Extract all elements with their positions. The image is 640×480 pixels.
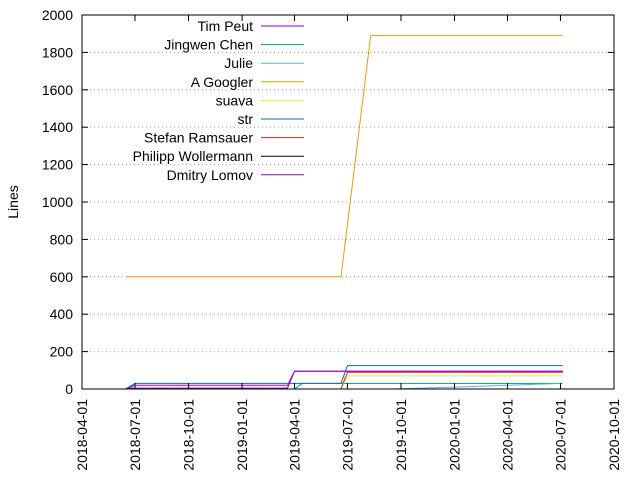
y-tick-label: 2000	[42, 7, 73, 23]
x-tick-label: 2019-01-01	[234, 399, 250, 471]
x-tick-label: 2019-10-01	[393, 399, 409, 471]
y-tick-label: 800	[50, 231, 74, 247]
axis-ticks: 0 200 400 600 800 1000 1200 1400 1600 1800 2000 201…	[42, 7, 622, 471]
legend-label: Dmitry Lomov	[167, 167, 253, 183]
x-tick-label: 2020-04-01	[499, 399, 515, 471]
y-tick-label: 1000	[42, 194, 73, 210]
x-tick-label: 2020-01-01	[447, 399, 463, 471]
y-axis-title: Lines	[5, 185, 21, 218]
y-tick-label: 1600	[42, 82, 73, 98]
x-tick-label: 2018-04-01	[74, 399, 90, 471]
legend-label: Jingwen Chen	[164, 37, 253, 53]
legend-label: suava	[216, 92, 254, 108]
y-tick-label: 1200	[42, 157, 73, 173]
y-tick-label: 1800	[42, 44, 73, 60]
x-tick-label: 2020-07-01	[552, 399, 568, 471]
series-line-5	[125, 365, 563, 390]
legend: Tim Peut Jingwen Chen Julie A Googler suava s…	[133, 18, 304, 183]
legend-label: A Googler	[191, 74, 254, 90]
legend-label: Julie	[224, 55, 253, 71]
y-tick-label: 200	[50, 344, 74, 360]
legend-label: str	[237, 111, 253, 127]
x-tick-label: 2019-04-01	[286, 399, 302, 471]
x-tick-label: 2020-10-01	[606, 399, 622, 471]
legend-label: Philipp Wollermann	[133, 148, 253, 164]
x-tick-label: 2018-07-01	[127, 399, 143, 471]
grid	[82, 51, 614, 353]
series-line-8	[125, 370, 563, 390]
y-tick-label: 0	[65, 381, 73, 397]
series-line-4	[125, 375, 563, 390]
y-tick-label: 1400	[42, 119, 73, 135]
x-tick-label: 2018-10-01	[181, 399, 197, 471]
y-tick-label: 400	[50, 306, 74, 322]
x-tick-label: 2019-07-01	[339, 399, 355, 471]
legend-label: Stefan Ramsauer	[144, 130, 253, 146]
series-line-3	[125, 35, 563, 278]
legend-label: Tim Peut	[198, 18, 254, 34]
y-tick-label: 600	[50, 269, 74, 285]
